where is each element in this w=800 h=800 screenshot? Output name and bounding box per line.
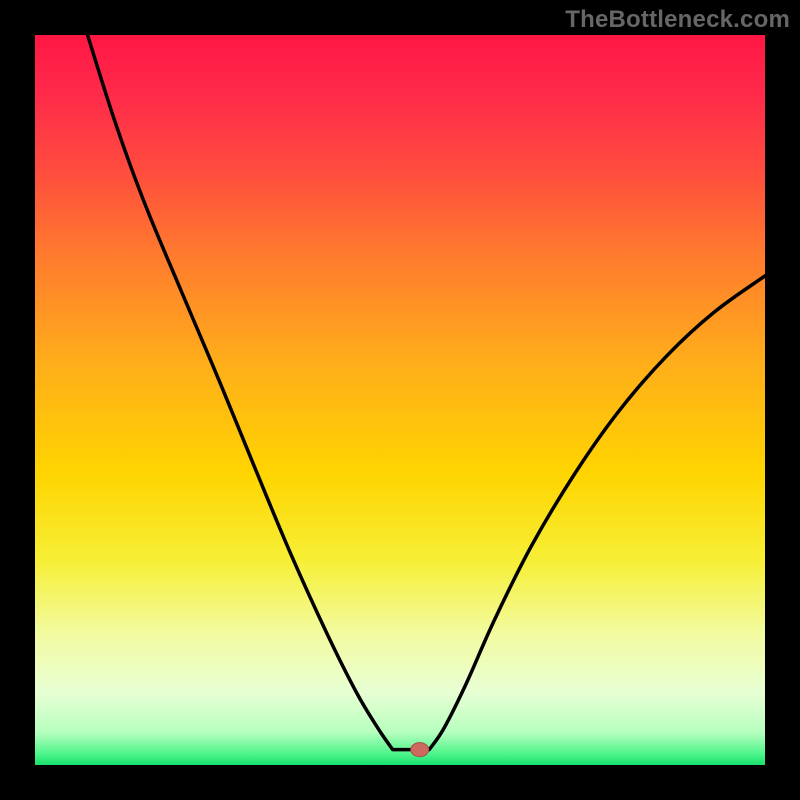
optimal-point-marker (411, 743, 429, 757)
bottleneck-chart (0, 0, 800, 800)
watermark-text: TheBottleneck.com (565, 6, 790, 34)
plot-area (35, 35, 765, 765)
chart-frame: TheBottleneck.com (0, 0, 800, 800)
